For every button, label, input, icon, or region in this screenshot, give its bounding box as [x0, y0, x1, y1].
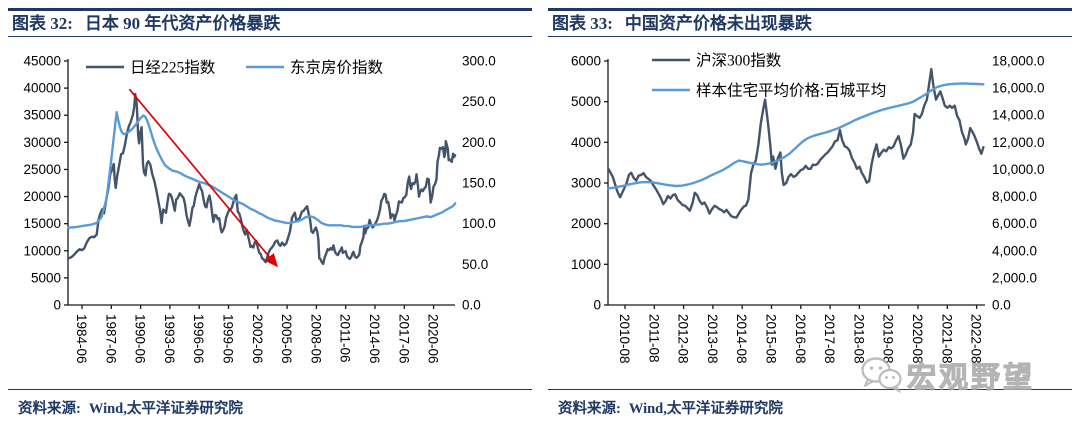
x-axis-tick-label: 2017-08	[822, 314, 837, 364]
series-line	[607, 82, 985, 190]
legend-label: 日经225指数	[130, 59, 216, 77]
title-underline-rule	[548, 36, 1072, 37]
x-axis-tick-label: 2020-06	[426, 314, 441, 364]
y-axis-right-tick-label: 12,000.0	[992, 135, 1045, 150]
y-axis-right-tick-label: 4,000.0	[992, 243, 1037, 258]
figure-title: 图表 32: 日本 90 年代资产价格暴跌	[0, 11, 540, 36]
y-axis-left-tick-label: 35000	[23, 108, 61, 123]
axes	[604, 59, 985, 309]
x-axis-tick-label: 1984-06	[74, 314, 89, 364]
y-axis-left-tick-label: 15000	[23, 216, 61, 231]
panel-japan: 图表 32: 日本 90 年代资产价格暴跌 日经225指数 东京房价指数 0 5000 1…	[0, 8, 540, 418]
x-axis-tick-label: 2017-06	[396, 314, 411, 364]
y-axis-left-tick-label: 0	[593, 298, 601, 313]
x-axis-tick-label: 2021-08	[939, 314, 954, 364]
x-axis-tick-label: 2010-08	[617, 314, 632, 364]
y-axis-left-tick-label: 10000	[23, 243, 61, 258]
x-axis-tick-label: 2011-06	[338, 314, 353, 363]
x-axis-tick-label: 2016-08	[793, 314, 808, 364]
legend-label: 样本住宅平均价格:百城平均	[696, 82, 886, 100]
y-axis-left-tick-label: 20000	[23, 189, 61, 204]
y-axis-left-tick-label: 2000	[571, 216, 601, 231]
x-axis-tick-label: 2002-06	[250, 314, 265, 364]
figure-number-label: 图表 33:	[552, 14, 613, 33]
y-axis-right-tick-label: 6,000.0	[992, 216, 1037, 231]
source-text: Wind,太平洋证券研究院	[628, 401, 783, 417]
panel-top-rule	[8, 8, 532, 11]
y-axis-right-tick-label: 2,000.0	[992, 270, 1037, 285]
source-divider-rule	[548, 389, 1072, 390]
source-note: 资料来源: Wind,太平洋证券研究院	[540, 390, 1080, 418]
source-divider-rule	[8, 389, 532, 390]
x-axis-tick-label: 2008-06	[308, 314, 323, 364]
series-line	[607, 67, 985, 219]
japan-asset-price-chart: 日经225指数 东京房价指数 0 5000 10000 15000 20000 25000 30…	[23, 54, 496, 364]
source-note: 资料来源: Wind,太平洋证券研究院	[0, 390, 540, 418]
y-axis-left-tick-label: 30000	[23, 135, 61, 150]
source-text: Wind,太平洋证券研究院	[88, 401, 243, 417]
y-axis-right-tick-label: 200.0	[462, 135, 496, 150]
x-axis-tick-label: 2015-08	[764, 314, 779, 364]
x-axis-tick-label: 2014-06	[367, 314, 382, 364]
y-axis-left-tick-label: 0	[53, 298, 61, 313]
x-axis-tick-label: 2022-08	[969, 314, 984, 364]
x-axis-tick-label: 2005-06	[279, 314, 294, 364]
figure-title-text: 日本 90 年代资产价格暴跌	[84, 14, 281, 33]
y-axis-left-tick-label: 3000	[571, 176, 601, 191]
chart-legend: 日经225指数 东京房价指数	[86, 59, 384, 77]
title-underline-rule	[8, 36, 532, 37]
x-axis-tick-label: 2020-08	[910, 314, 925, 364]
y-axis-right-tick-label: 0.0	[992, 298, 1011, 313]
y-axis-left-tick-label: 5000	[31, 270, 61, 285]
panel-top-rule	[548, 8, 1072, 11]
x-axis-tick-label: 1999-06	[221, 314, 236, 364]
legend-label: 东京房价指数	[290, 59, 384, 77]
x-axis-tick-label: 2011-08	[646, 314, 661, 363]
y-axis-right-tick-label: 0.0	[462, 298, 481, 313]
x-axis-tick-label: 2014-08	[734, 314, 749, 364]
legend-label: 沪深300指数	[696, 52, 782, 70]
y-axis-left-tick-label: 45000	[23, 54, 61, 69]
series-line	[67, 92, 457, 266]
y-axis-right-tick-label: 10,000.0	[992, 162, 1045, 177]
x-axis-tick-label: 2013-08	[705, 314, 720, 364]
y-axis-right-tick-label: 150.0	[462, 176, 496, 191]
figure-number-label: 图表 32:	[12, 14, 73, 33]
x-axis-tick-label: 1996-06	[191, 314, 206, 364]
y-axis-right-tick-label: 100.0	[462, 216, 496, 231]
y-axis-left-tick-label: 40000	[23, 81, 61, 96]
x-axis-tick-label: 2019-08	[881, 314, 896, 364]
x-axis-tick-label: 1990-06	[133, 314, 148, 364]
axes	[64, 59, 455, 309]
series-line	[67, 110, 457, 229]
crash-arrow-annotation	[128, 88, 278, 268]
y-axis-right-tick-label: 14,000.0	[992, 108, 1045, 123]
x-axis-tick-label: 1987-06	[103, 314, 118, 364]
y-axis-left-tick-label: 4000	[571, 135, 601, 150]
figure-title-text: 中国资产价格未出现暴跌	[624, 14, 812, 33]
y-axis-right-tick-label: 18,000.0	[992, 54, 1045, 69]
source-label: 资料来源:	[18, 401, 81, 417]
y-axis-left-tick-label: 5000	[571, 94, 601, 109]
x-axis-tick-label: 1993-06	[162, 314, 177, 364]
y-axis-left-tick-label: 6000	[571, 54, 601, 69]
y-axis-right-tick-label: 250.0	[462, 94, 496, 109]
y-axis-right-tick-label: 50.0	[462, 257, 488, 272]
x-axis-tick-label: 2018-08	[851, 314, 866, 364]
panel-china: 图表 33: 中国资产价格未出现暴跌 沪深300指数样本住宅平均价格:百城平均 0 1…	[540, 0, 1080, 424]
y-axis-right-tick-label: 300.0	[462, 54, 496, 69]
y-axis-left-tick-label: 25000	[23, 162, 61, 177]
y-axis-left-tick-label: 1000	[571, 257, 601, 272]
x-axis-tick-label: 2012-08	[676, 314, 691, 364]
figure-title: 图表 33: 中国资产价格未出现暴跌	[540, 11, 1080, 36]
source-label: 资料来源:	[558, 401, 621, 417]
y-axis-right-tick-label: 8,000.0	[992, 189, 1037, 204]
y-axis-right-tick-label: 16,000.0	[992, 81, 1045, 96]
